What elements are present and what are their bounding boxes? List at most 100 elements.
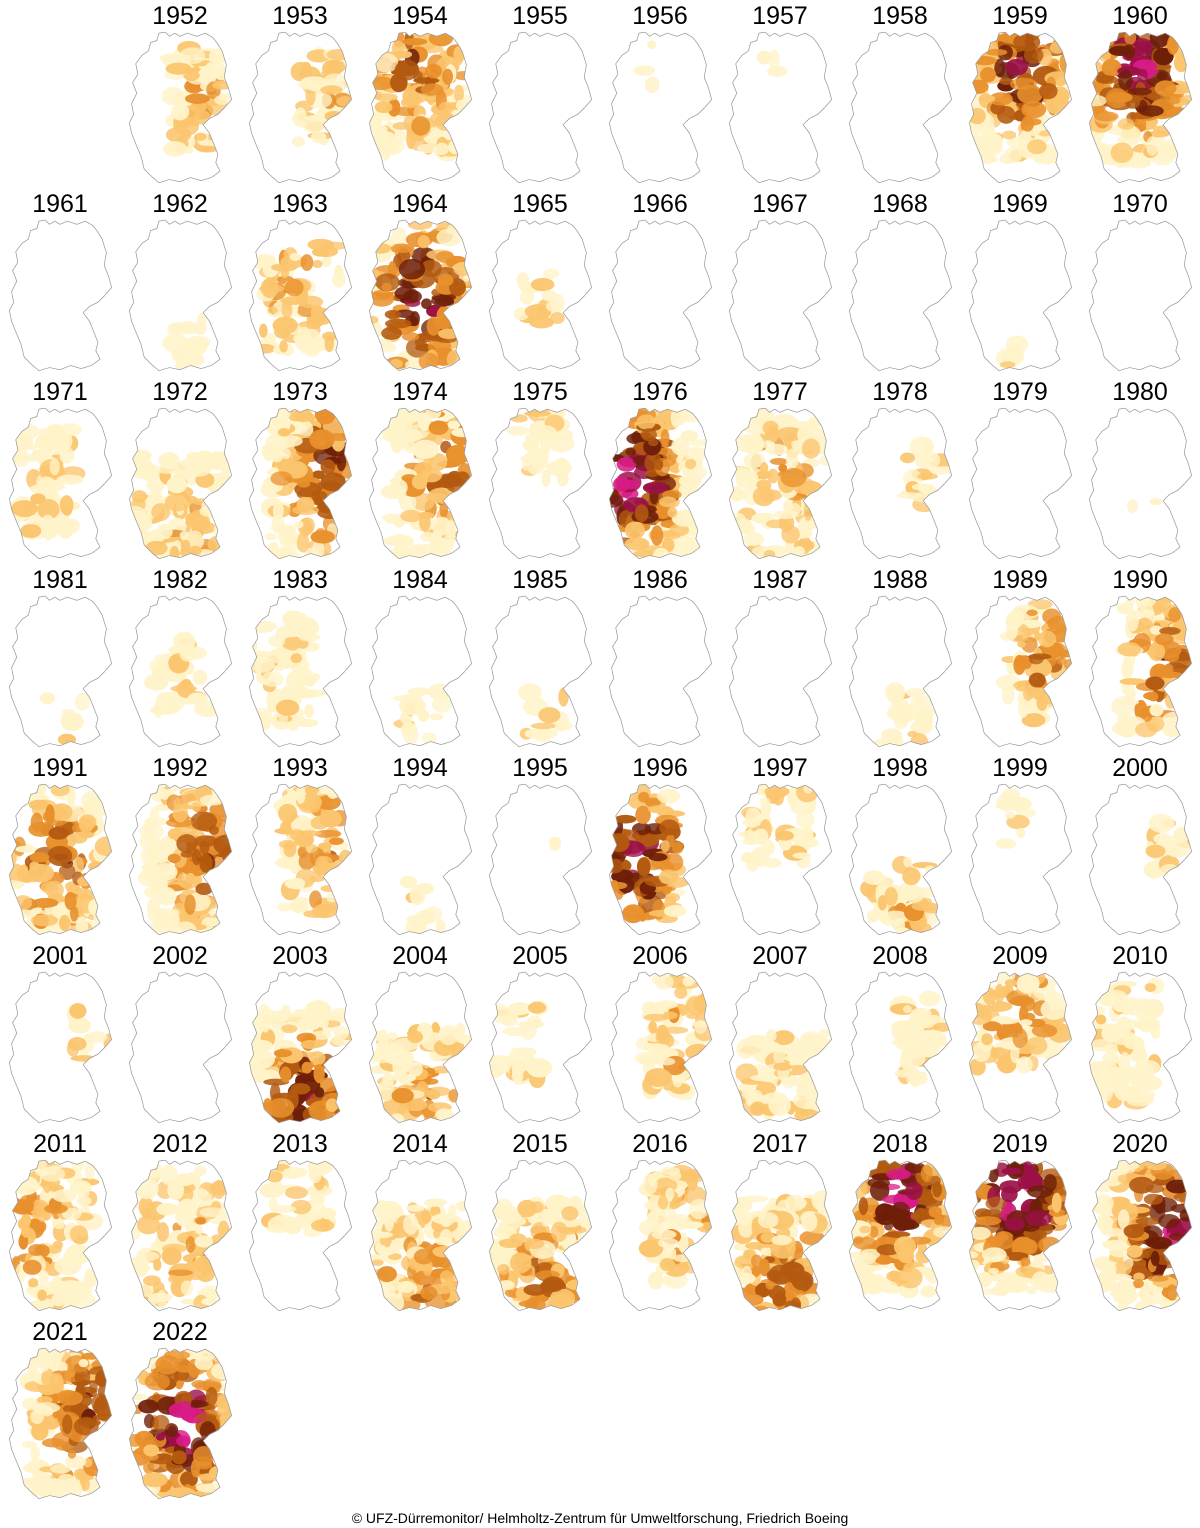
drought-patch — [674, 986, 688, 999]
drought-patch — [205, 1404, 216, 1412]
drought-patch — [644, 469, 659, 478]
year-label: 1970 — [1112, 190, 1168, 218]
drought-patch — [660, 429, 670, 447]
year-label: 1984 — [392, 566, 448, 594]
year-label: 1978 — [872, 378, 928, 406]
drought-patch — [390, 73, 408, 93]
germany-border — [249, 219, 353, 372]
drought-patch — [884, 1221, 893, 1231]
drought-patch — [143, 1275, 161, 1287]
drought-patch — [741, 1265, 752, 1282]
drought-patch — [252, 620, 278, 632]
drought-patch — [663, 905, 687, 918]
drought-patch — [273, 1015, 289, 1023]
drought-patch — [180, 1280, 194, 1296]
year-label: 1960 — [1112, 2, 1168, 30]
drought-fill — [1089, 596, 1192, 747]
drought-patch — [1095, 75, 1118, 84]
drought-patch — [1027, 139, 1047, 155]
drought-patch — [893, 1236, 917, 1257]
drought-patch — [275, 856, 302, 869]
germany-border — [849, 595, 953, 748]
drought-patch — [1170, 1203, 1192, 1214]
drought-patch — [411, 474, 428, 490]
germany-border — [1089, 1159, 1193, 1312]
germany-border — [129, 1159, 233, 1312]
drought-patch — [420, 1286, 438, 1300]
drought-fill — [9, 972, 112, 1123]
drought-patch — [30, 812, 44, 832]
drought-patch — [391, 1087, 414, 1104]
drought-patch — [381, 326, 402, 340]
drought-patch — [326, 432, 352, 441]
drought-patch — [217, 1220, 230, 1241]
germany-border — [729, 407, 833, 560]
year-label: 2020 — [1112, 1130, 1168, 1158]
drought-patch — [21, 1218, 30, 1238]
drought-patch — [1164, 838, 1191, 858]
drought-patch — [151, 665, 168, 680]
germany-border — [489, 783, 593, 936]
drought-patch — [762, 420, 779, 435]
drought-patch — [428, 420, 449, 435]
germany-border — [9, 783, 113, 936]
year-label: 2002 — [152, 942, 208, 970]
drought-patch — [129, 505, 145, 518]
drought-patch — [862, 870, 885, 885]
drought-patch — [1005, 335, 1029, 354]
drought-patch — [293, 667, 313, 678]
drought-patch — [1101, 1228, 1127, 1237]
year-map-panel: 1961 — [0, 188, 120, 376]
drought-fill — [729, 220, 832, 371]
year-map-panel: 1984 — [360, 564, 480, 752]
drought-patch — [771, 1234, 792, 1246]
drought-patch — [171, 1450, 187, 1465]
drought-patch — [278, 803, 298, 823]
drought-patch — [759, 797, 771, 806]
drought-patch — [497, 1263, 511, 1275]
drought-patch — [69, 1003, 87, 1019]
drought-patch — [179, 531, 189, 540]
year-map-panel: 1977 — [720, 376, 840, 564]
drought-patch — [185, 460, 212, 477]
year-label: 1997 — [752, 754, 808, 782]
drought-patch — [911, 483, 934, 491]
year-label: 1966 — [632, 190, 688, 218]
drought-patch — [1026, 1036, 1048, 1055]
drought-patch — [660, 840, 670, 853]
drought-map — [489, 31, 593, 184]
drought-patch — [199, 1421, 216, 1442]
drought-patch — [418, 352, 440, 371]
drought-patch — [1165, 108, 1190, 117]
drought-patch — [1100, 1263, 1114, 1282]
drought-patch — [763, 549, 776, 559]
year-map-panel: 2000 — [1080, 752, 1200, 940]
drought-patch — [138, 1399, 159, 1414]
drought-patch — [1179, 94, 1192, 105]
drought-patch — [289, 829, 305, 841]
drought-patch — [426, 493, 449, 502]
drought-patch — [914, 451, 941, 470]
drought-patch — [74, 692, 90, 711]
drought-patch — [1154, 80, 1177, 97]
drought-patch — [1125, 684, 1136, 703]
year-map-panel: 1992 — [120, 752, 240, 940]
year-label: 2013 — [272, 1130, 328, 1158]
drought-patch — [272, 316, 298, 334]
drought-fill — [489, 1160, 592, 1311]
drought-patch — [294, 521, 304, 528]
year-label: 1992 — [152, 754, 208, 782]
drought-map — [9, 783, 113, 936]
drought-patch — [397, 486, 407, 505]
drought-patch — [314, 829, 342, 839]
drought-patch — [380, 1202, 390, 1224]
drought-patch — [801, 826, 814, 846]
year-map-panel: 1970 — [1080, 188, 1200, 376]
year-label: 1973 — [272, 378, 328, 406]
drought-patch — [212, 80, 232, 90]
drought-patch — [64, 891, 77, 911]
drought-patch — [644, 1068, 672, 1087]
drought-patch — [1106, 91, 1133, 103]
drought-patch — [179, 643, 197, 662]
drought-patch — [969, 107, 986, 125]
